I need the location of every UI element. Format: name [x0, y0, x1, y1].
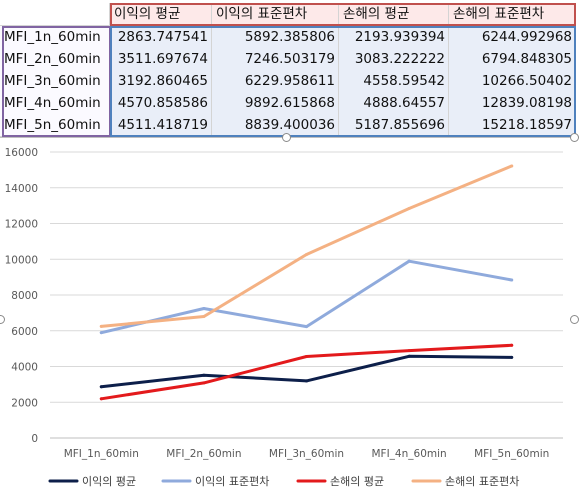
spreadsheet-range: 이익의 평균 이익의 표준편차 손해의 평균 손해의 표준편차 MFI_1n_6…	[0, 0, 579, 138]
legend-label: 이익의 표준편차	[195, 475, 269, 488]
value-cell[interactable]: 6794.848305	[449, 48, 576, 71]
value-cell[interactable]: 6229.958611	[212, 70, 339, 93]
data-point	[305, 252, 308, 256]
y-tick-label: 8000	[11, 290, 38, 302]
x-tick-label: MFI_1n_60min	[64, 448, 139, 460]
legend-label: 손해의 평균	[330, 474, 384, 488]
data-point	[202, 373, 206, 377]
data-point	[407, 259, 411, 263]
data-point	[99, 385, 103, 389]
chart-area[interactable]: 0 2000 4000 6000 8000 10000 12000 14000 16000 MFI…	[0, 133, 579, 500]
data-point	[202, 381, 206, 385]
data-point	[510, 164, 514, 168]
value-cell[interactable]: 5892.385806	[212, 26, 339, 49]
value-cell[interactable]: 6244.992968	[449, 26, 576, 49]
corner-cell[interactable]	[0, 3, 110, 26]
value-cell[interactable]: 4570.858586	[110, 92, 212, 115]
y-tick-label: 6000	[11, 326, 38, 338]
header-cell[interactable]: 손해의 평균	[339, 3, 449, 26]
data-point	[305, 355, 308, 359]
value-cell[interactable]: 9892.615868	[212, 92, 339, 115]
legend-label: 손해의 표준편차	[445, 474, 519, 488]
value-cell[interactable]: 15218.18597	[449, 114, 576, 137]
value-cell[interactable]: 12839.08198	[449, 92, 576, 115]
row-label-cell[interactable]: MFI_2n_60min	[0, 48, 110, 71]
y-tick-label: 16000	[5, 147, 38, 159]
resize-handle-top[interactable]	[282, 133, 291, 142]
value-cell[interactable]: 8839.400036	[212, 114, 339, 137]
resize-handle-right[interactable]	[570, 315, 579, 324]
value-cell[interactable]: 4558.59542	[339, 70, 449, 93]
data-point	[510, 343, 514, 347]
data-point	[510, 278, 514, 282]
y-tick-label: 0	[31, 433, 38, 445]
value-cell[interactable]: 3511.697674	[110, 48, 212, 71]
data-point	[99, 331, 103, 335]
row-label-cell[interactable]: MFI_4n_60min	[0, 92, 110, 115]
series-line[interactable]	[99, 343, 514, 401]
value-cell[interactable]: 2193.939394	[339, 26, 449, 49]
data-point	[510, 355, 514, 359]
y-tick-label: 2000	[11, 397, 38, 409]
y-tick-label: 10000	[5, 254, 38, 266]
value-cell[interactable]: 7246.503179	[212, 48, 339, 71]
value-cell[interactable]: 3192.860465	[110, 70, 212, 93]
data-point	[305, 325, 308, 329]
row-label-cell[interactable]: MFI_1n_60min	[0, 26, 110, 49]
series-line[interactable]	[99, 259, 514, 335]
data-point	[407, 354, 411, 358]
value-cell[interactable]: 4888.64557	[339, 92, 449, 115]
header-cell[interactable]: 이익의 평균	[110, 3, 212, 26]
data-point	[407, 349, 411, 353]
value-cell[interactable]: 4511.418719	[110, 114, 212, 137]
y-tick-label: 4000	[11, 362, 38, 374]
line-chart[interactable]: 0 2000 4000 6000 8000 10000 12000 14000 16000 MFI…	[0, 138, 579, 500]
x-tick-label: MFI_5n_60min	[474, 448, 549, 460]
resize-handle-top-right[interactable]	[570, 133, 579, 142]
series-line[interactable]	[99, 164, 514, 328]
value-cell[interactable]: 10266.50402	[449, 70, 576, 93]
data-point	[407, 207, 411, 211]
value-cell[interactable]: 5187.855696	[339, 114, 449, 137]
data-point	[202, 306, 206, 310]
header-cell[interactable]: 손해의 표준편차	[449, 3, 576, 26]
header-cell[interactable]: 이익의 표준편차	[212, 3, 339, 26]
legend-label: 이익의 평균	[82, 475, 136, 488]
value-cell[interactable]: 3083.222222	[339, 48, 449, 71]
x-tick-label: MFI_3n_60min	[269, 448, 344, 460]
data-point	[99, 324, 103, 328]
x-tick-label: MFI_4n_60min	[371, 448, 446, 460]
resize-handle-left[interactable]	[0, 315, 5, 324]
row-label-cell[interactable]: MFI_3n_60min	[0, 70, 110, 93]
data-point	[99, 397, 103, 401]
y-tick-label: 14000	[5, 183, 38, 195]
data-point	[202, 315, 206, 319]
value-cell[interactable]: 2863.747541	[110, 26, 212, 49]
x-tick-label: MFI_2n_60min	[166, 448, 241, 460]
data-point	[305, 379, 308, 383]
y-tick-label: 12000	[5, 219, 38, 231]
row-label-cell[interactable]: MFI_5n_60min	[0, 114, 110, 137]
